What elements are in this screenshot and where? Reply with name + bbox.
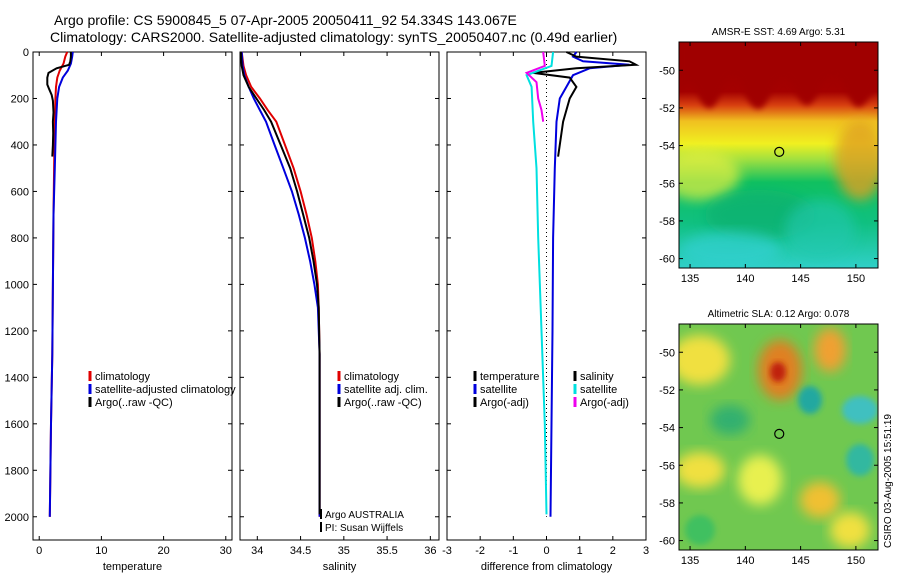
temperature-ytick-label: 0 xyxy=(23,47,29,59)
salinity-xtick-label: 34.5 xyxy=(290,545,311,557)
sla_map-ytick-label: -58 xyxy=(659,498,675,510)
sst_map-ytick-label: -54 xyxy=(659,141,675,153)
salinity-xlabel: salinity xyxy=(323,561,357,573)
sla_map-ytick-label: -52 xyxy=(659,385,675,397)
temperature-xtick-label: 20 xyxy=(157,545,169,557)
credit-text: CSIRO 03-Aug-2005 15:51:19 xyxy=(883,414,894,548)
sla_map-ytick-label: -56 xyxy=(659,460,675,472)
salinity-legend-label: satellite adj. clim. xyxy=(344,384,428,396)
temperature-axes-box xyxy=(32,51,233,541)
difference-xtick-label: -2 xyxy=(475,545,485,557)
difference-xtick-label: 0 xyxy=(543,545,549,557)
temperature-series-argo xyxy=(46,52,72,157)
temperature-ytick-label: 1400 xyxy=(5,372,29,384)
salinity-series-argo xyxy=(239,51,321,515)
temperature-legend-label: Argo(..raw -QC) xyxy=(95,397,173,409)
temperature-ytick-label: 1200 xyxy=(5,326,29,338)
salinity-xtick-label: 34 xyxy=(251,545,263,557)
salinity-xtick-label: 35.5 xyxy=(376,545,397,557)
difference-legend-label: Argo(-adj) xyxy=(480,397,529,409)
temperature-ytick-label: 800 xyxy=(11,233,29,245)
temperature-ytick-label: 2000 xyxy=(5,512,29,524)
chart-title-line-2: Climatology: CARS2000. Satellite-adjuste… xyxy=(50,29,618,45)
salinity-legend-label: climatology xyxy=(344,371,400,383)
salinity-legend-label: Argo(..raw -QC) xyxy=(344,397,422,409)
sst_map-ytick-label: -50 xyxy=(659,65,675,77)
sst_map-ytick-label: -52 xyxy=(659,103,675,115)
sst-map-image xyxy=(679,42,878,268)
salinity-axes-box xyxy=(239,51,440,541)
difference-legend-label: Argo(-adj) xyxy=(580,397,629,409)
salinity-series-satellite xyxy=(240,51,321,517)
sla_map-axes-box xyxy=(678,323,879,551)
salinity-annotation: PI: Susan Wijffels xyxy=(325,523,403,534)
temperature-xtick-label: 10 xyxy=(95,545,107,557)
sla_map-xtick-label: 150 xyxy=(847,555,865,567)
sla_map-ytick-label: -50 xyxy=(659,347,675,359)
difference-legend-label: satellite xyxy=(480,384,517,396)
difference-legend-label: temperature xyxy=(480,371,539,383)
sst_map-argo-location-marker xyxy=(774,146,785,157)
sst_map-xtick-label: 145 xyxy=(791,273,809,285)
sst_map-xtick-label: 140 xyxy=(736,273,754,285)
temperature-xtick-label: 0 xyxy=(36,545,42,557)
difference-xtick-label: 2 xyxy=(610,545,616,557)
sst_map-title: AMSR-E SST: 4.69 Argo: 5.31 xyxy=(712,27,846,38)
salinity-series-climatology xyxy=(240,51,321,517)
difference-series-temperature-satellite xyxy=(549,51,630,517)
temperature-series-satellite xyxy=(48,51,74,517)
difference-xtick-label: -1 xyxy=(508,545,518,557)
chart-title-line-1: Argo profile: CS 5900845_5 07-Apr-2005 2… xyxy=(54,12,517,28)
difference-series-salinity-satellite xyxy=(525,51,555,515)
temperature-ytick-label: 1600 xyxy=(5,419,29,431)
sst_map-ytick-label: -60 xyxy=(659,254,675,266)
temperature-legend-label: satellite-adjusted climatology xyxy=(95,384,236,396)
difference-legend-label: satellite xyxy=(580,384,617,396)
difference-xtick-label: -3 xyxy=(442,545,452,557)
sst_map-ytick-label: -56 xyxy=(659,178,675,190)
temperature-legend-label: climatology xyxy=(95,371,151,383)
salinity-xtick-label: 35 xyxy=(338,545,350,557)
sla_map-xtick-label: 140 xyxy=(736,555,754,567)
temperature-xtick-label: 30 xyxy=(220,545,232,557)
salinity-xtick-label: 36 xyxy=(424,545,436,557)
difference-xlabel: difference from climatology xyxy=(481,561,613,573)
sla_map-argo-location-marker xyxy=(774,428,785,439)
sla_map-title: Altimetric SLA: 0.12 Argo: 0.078 xyxy=(708,309,850,320)
temperature-ytick-label: 1800 xyxy=(5,465,29,477)
difference-xtick-label: 3 xyxy=(643,545,649,557)
temperature-ytick-label: 600 xyxy=(11,186,29,198)
difference-xtick-label: 1 xyxy=(577,545,583,557)
sla-map-image xyxy=(679,324,878,550)
sla_map-ytick-label: -54 xyxy=(659,423,675,435)
sla_map-xtick-label: 135 xyxy=(681,555,699,567)
sla_map-xtick-label: 145 xyxy=(791,555,809,567)
sst_map-axes-box xyxy=(678,41,879,269)
difference-series-salinity-argo-adj- xyxy=(524,51,546,122)
temperature-xlabel: temperature xyxy=(103,561,162,573)
temperature-ytick-label: 200 xyxy=(11,93,29,105)
sst_map-xtick-label: 135 xyxy=(681,273,699,285)
sst_map-ytick-label: -58 xyxy=(659,216,675,228)
difference-legend-label: salinity xyxy=(580,371,614,383)
salinity-annotation: Argo AUSTRALIA xyxy=(325,510,404,521)
temperature-ytick-label: 1000 xyxy=(5,279,29,291)
sla_map-ytick-label: -60 xyxy=(659,536,675,548)
sst_map-xtick-label: 150 xyxy=(847,273,865,285)
temperature-ytick-label: 400 xyxy=(11,140,29,152)
